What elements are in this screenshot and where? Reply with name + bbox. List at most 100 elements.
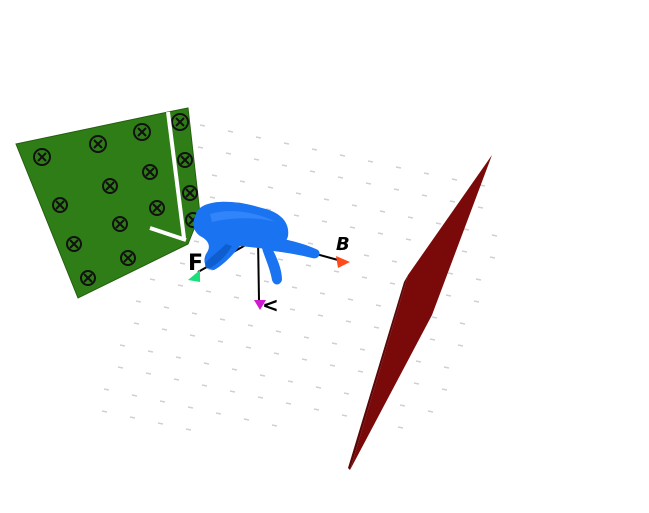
ground-dot [451,178,458,181]
ground-dot [201,384,208,387]
ground-dot [347,298,354,301]
ground-dot [443,366,450,369]
fiducial-marker [142,164,158,180]
ground-dot [313,408,320,411]
fiducial-marker [171,113,189,131]
ground-dot [449,200,456,203]
hand-thumb [205,244,232,269]
ground-dot [187,406,194,409]
ground-dot [267,186,274,189]
red-plane-side [348,275,408,470]
ground-dot [307,242,314,245]
ground-dot [197,146,204,149]
thin-red-plane [348,155,492,470]
ground-dot [157,422,164,425]
ground-dot [289,308,296,311]
hand-index-finger [266,236,320,259]
ground-dot [343,392,350,395]
ground-dot [217,340,224,343]
ground-dot [473,300,480,303]
ground-dot [431,316,438,319]
ground-dot [231,368,238,371]
ground-dot [303,336,310,339]
ground-dot [317,314,324,317]
ground-dot [393,188,400,191]
ground-dot [311,148,318,151]
ground-dot [477,206,484,209]
fiducial-marker [149,200,165,216]
ground-dot [489,256,496,259]
ground-dot [423,172,430,175]
ground-dot [309,170,316,173]
ground-dot [405,238,412,241]
ground-dot [413,382,420,385]
board-white-edge-vertical [166,111,186,239]
ground-dot [249,252,256,255]
ground-dot [379,210,386,213]
axis-arrow-green [188,270,200,282]
axis-line-down [257,237,260,301]
ground-dot [119,344,126,347]
ground-dot [285,402,292,405]
ground-dot [357,370,364,373]
ground-dot [441,388,448,391]
ground-dot [235,274,242,277]
hand-middle-finger [262,244,282,285]
ground-dot [291,286,298,289]
ground-dot [147,350,154,353]
ground-dot [199,124,206,127]
ground-dot [287,380,294,383]
ground-dot [337,176,344,179]
axis-label-down: < [262,293,279,317]
ground-dot [133,322,140,325]
ground-dot [259,374,266,377]
ground-dot [273,352,280,355]
ground-dot [315,386,322,389]
ground-dot [407,216,414,219]
ground-dot [463,228,470,231]
ground-dot [415,360,422,363]
ground-dot [361,276,368,279]
ground-dot [435,222,442,225]
ground-dot [333,270,340,273]
ground-dot [459,322,466,325]
ground-dot [389,282,396,285]
ground-dot [295,192,302,195]
ground-dot [283,142,290,145]
ground-dot [491,234,498,237]
ground-dot [189,334,196,337]
ground-dot [149,278,156,281]
ground-dot [247,324,254,327]
board-white-edge-horizontal [149,226,187,242]
ground-dot [159,400,166,403]
ground-dot [321,220,328,223]
ground-dot [129,416,136,419]
ground-dot [359,348,366,351]
ground-dot [257,396,264,399]
ground-dot [117,366,124,369]
ground-dot [377,232,384,235]
ground-dot [161,328,168,331]
ground-dot [193,240,200,243]
ground-dot [173,378,180,381]
ground-dot [349,226,356,229]
fiducial-marker [182,185,198,201]
ground-dot [331,342,338,345]
ground-dot [341,414,348,417]
ground-dot [103,388,110,391]
ground-dot [427,410,434,413]
fiducial-marker [177,152,193,168]
ground-dot [429,338,436,341]
ground-dot [135,300,142,303]
ground-dot [323,198,330,201]
fiducial-marker-board [15,107,201,299]
ground-dot [301,358,308,361]
ground-dot [395,166,402,169]
ground-dot [461,250,468,253]
ground-dot [277,258,284,261]
ground-dot [211,174,218,177]
axis-arrow-orange [336,256,350,268]
ground-dot [263,280,270,283]
ground-dot [399,404,406,407]
